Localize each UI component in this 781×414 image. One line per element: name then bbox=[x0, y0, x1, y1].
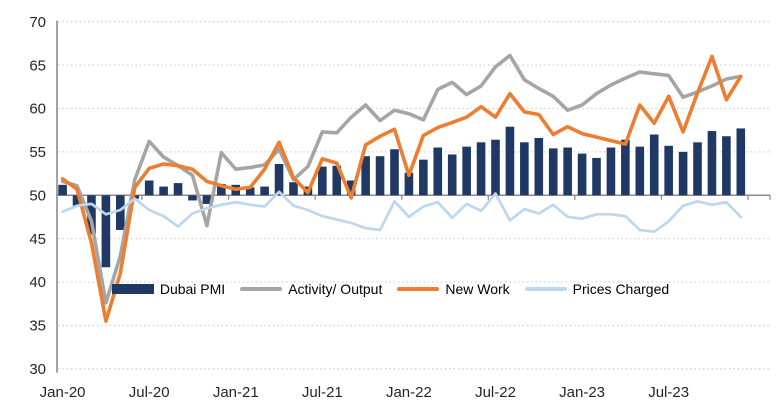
pmi-bar bbox=[260, 186, 269, 196]
pmi-bar bbox=[87, 195, 96, 235]
x-axis-tick-label: Jul-21 bbox=[302, 384, 343, 401]
pmi-bar bbox=[72, 195, 82, 206]
pmi-bar bbox=[621, 139, 630, 196]
chart-legend: Dubai PMI Activity/ Output New Work Pric… bbox=[0, 280, 781, 298]
pmi-bar bbox=[433, 147, 443, 196]
x-axis-tick-label: Jan-23 bbox=[559, 384, 605, 401]
pmi-bar bbox=[202, 195, 212, 204]
pmi-bar bbox=[520, 142, 529, 196]
pmi-bar bbox=[375, 156, 385, 196]
pmi-bar bbox=[245, 187, 255, 196]
pmi-bar bbox=[462, 146, 471, 196]
pmi-bar bbox=[577, 153, 587, 196]
legend-label-dubai-pmi: Dubai PMI bbox=[159, 281, 226, 297]
pmi-bar bbox=[635, 146, 645, 196]
pmi-bar bbox=[116, 195, 125, 230]
pmi-bar bbox=[217, 183, 226, 196]
new-work-line-swatch bbox=[397, 287, 440, 291]
pmi-bar bbox=[505, 126, 515, 196]
x-axis-tick-label: Jan-20 bbox=[40, 384, 86, 401]
y-axis-tick-label: 50 bbox=[29, 187, 46, 204]
pmi-bar bbox=[548, 148, 558, 196]
legend-label-new-work: New Work bbox=[445, 281, 510, 297]
y-axis-tick-label: 55 bbox=[29, 144, 46, 161]
pmi-bar bbox=[274, 164, 284, 196]
y-axis-tick-label: 70 bbox=[29, 14, 46, 31]
pmi-bar bbox=[563, 147, 572, 196]
pmi-bar bbox=[592, 157, 601, 196]
pmi-bar bbox=[678, 151, 688, 196]
x-axis-tick-label: Jan-22 bbox=[386, 384, 432, 401]
pmi-bar bbox=[649, 134, 659, 196]
pmi-bar bbox=[722, 136, 731, 196]
x-axis-tick-label: Jul-23 bbox=[648, 384, 689, 401]
pmi-bar bbox=[289, 182, 298, 196]
pmi-bar bbox=[476, 142, 486, 196]
y-axis-tick-label: 35 bbox=[29, 318, 46, 335]
legend-label-prices-charged: Prices Charged bbox=[572, 281, 670, 297]
pmi-bar bbox=[736, 128, 746, 196]
pmi-bar bbox=[419, 159, 428, 196]
x-axis-tick-label: Jul-22 bbox=[475, 384, 516, 401]
legend-item-prices-charged: Prices Charged bbox=[524, 280, 670, 298]
pmi-bar bbox=[534, 137, 544, 196]
pmi-bar bbox=[606, 147, 616, 196]
y-axis-tick-label: 30 bbox=[29, 361, 46, 378]
pmi-bar bbox=[188, 195, 197, 201]
pmi-bar bbox=[144, 180, 154, 196]
line-series-2 bbox=[60, 54, 743, 323]
pmi-bar bbox=[404, 172, 414, 196]
dubai-pmi-bar-swatch bbox=[111, 284, 154, 294]
y-axis-tick-label: 60 bbox=[29, 101, 46, 118]
pmi-bar bbox=[707, 131, 717, 196]
pmi-bar bbox=[159, 186, 168, 196]
pmi-bar bbox=[664, 145, 673, 196]
legend-item-dubai-pmi: Dubai PMI bbox=[111, 280, 226, 298]
legend-label-activity-output: Activity/ Output bbox=[288, 281, 383, 297]
legend-item-new-work: New Work bbox=[397, 280, 510, 298]
pmi-bar bbox=[58, 184, 67, 196]
legend-item-activity-output: Activity/ Output bbox=[240, 280, 382, 298]
pmi-bar bbox=[101, 195, 111, 268]
activity-output-line-swatch bbox=[240, 287, 283, 291]
y-axis-tick-label: 40 bbox=[29, 274, 46, 291]
pmi-bar bbox=[447, 154, 457, 196]
pmi-bar bbox=[390, 149, 399, 196]
pmi-bar bbox=[332, 165, 342, 196]
x-axis-tick-label: Jul-20 bbox=[129, 384, 170, 401]
pmi-bar bbox=[173, 183, 183, 196]
pmi-bar bbox=[318, 166, 327, 196]
pmi-bar bbox=[346, 180, 356, 196]
prices-charged-line-swatch bbox=[524, 287, 567, 291]
y-axis-tick-label: 45 bbox=[29, 231, 46, 248]
x-axis-tick-label: Jan-21 bbox=[213, 384, 259, 401]
pmi-bar bbox=[491, 139, 500, 196]
line-series-3 bbox=[61, 190, 743, 234]
pmi-bar bbox=[693, 142, 702, 196]
pmi-bar bbox=[361, 156, 370, 196]
y-axis-tick-label: 65 bbox=[29, 57, 46, 74]
